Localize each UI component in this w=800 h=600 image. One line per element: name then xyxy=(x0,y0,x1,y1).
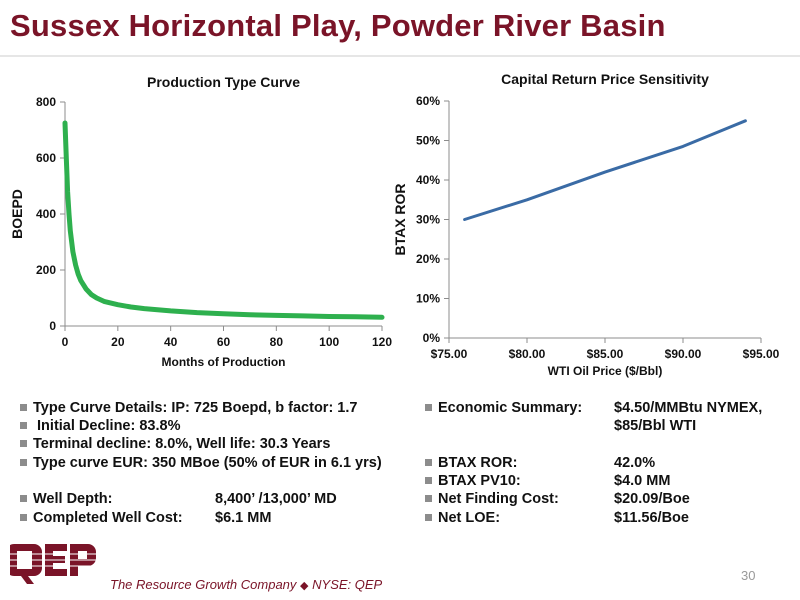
net-loe-label: Net LOE: xyxy=(438,510,501,526)
x-axis-label: Months of Production xyxy=(162,355,286,369)
series-line xyxy=(62,120,385,320)
company-tagline: The Resource Growth Company xyxy=(110,577,297,592)
bullet-square-icon xyxy=(20,459,27,466)
completed-well-cost-value: $6.1 MM xyxy=(215,510,272,526)
net-finding-cost: Net Finding Cost: xyxy=(425,491,559,507)
bullet-square-icon xyxy=(425,459,432,466)
y-tick-label: 20% xyxy=(416,252,440,266)
economic-summary-value-2: $85/Bbl WTI xyxy=(614,418,697,434)
net-finding-cost-value: $20.09/Boe xyxy=(614,491,690,507)
bullet-square-icon xyxy=(425,514,432,521)
btax-pv10-label: BTAX PV10: xyxy=(438,473,521,489)
y-tick-label: 800 xyxy=(36,95,56,109)
x-tick-label: $80.00 xyxy=(509,347,546,361)
chart-title: Production Type Curve xyxy=(147,74,300,90)
x-tick-label: $85.00 xyxy=(587,347,624,361)
x-tick-label: 0 xyxy=(62,335,69,349)
btax-pv10: BTAX PV10: xyxy=(425,473,521,489)
x-tick-label: $90.00 xyxy=(665,347,702,361)
x-tick-label: 20 xyxy=(111,335,125,349)
y-tick-label: 600 xyxy=(36,151,56,165)
x-tick-label: 100 xyxy=(319,335,339,349)
initial-decline: Initial Decline: 83.8% xyxy=(20,418,180,434)
completed-well-cost-label: Completed Well Cost: xyxy=(33,510,183,526)
bullet-square-icon xyxy=(20,495,27,502)
diamond-separator-icon: ◆ xyxy=(300,580,309,592)
btax-ror: BTAX ROR: xyxy=(425,455,517,471)
net-loe: Net LOE: xyxy=(425,510,500,526)
x-tick-label: $95.00 xyxy=(743,347,780,361)
chart-title: Capital Return Price Sensitivity xyxy=(501,71,709,87)
completed-well-cost: Completed Well Cost: xyxy=(20,510,183,526)
y-axis-label: BOEPD xyxy=(9,189,25,239)
type-curve-details: Type Curve Details: IP: 725 Boepd, b fac… xyxy=(20,400,357,416)
net-finding-cost-label: Net Finding Cost: xyxy=(438,491,559,507)
type-curve-eur: Type curve EUR: 350 MBoe (50% of EUR in … xyxy=(20,455,382,471)
x-axis-label: WTI Oil Price ($/Bbl) xyxy=(548,364,663,378)
footer-tagline: The Resource Growth Company ◆ NYSE: QEP xyxy=(110,577,382,592)
bullet-square-icon xyxy=(20,422,27,429)
y-axis-label: BTAX ROR xyxy=(392,183,408,255)
bullet-square-icon xyxy=(20,440,27,447)
btax-pv10-value: $4.0 MM xyxy=(614,473,671,489)
y-tick-label: 30% xyxy=(416,213,440,227)
economic-summary-value-1: $4.50/MMBtu NYMEX, xyxy=(614,400,763,416)
y-tick-label: 40% xyxy=(416,173,440,187)
qep-logo-icon xyxy=(10,544,105,584)
y-tick-label: 0% xyxy=(423,331,441,345)
terminal-decline: Terminal decline: 8.0%, Well life: 30.3 … xyxy=(20,436,330,452)
ticker-label: NYSE: QEP xyxy=(312,577,383,592)
net-loe-value: $11.56/Boe xyxy=(614,510,689,526)
economic-summary-label: Economic Summary: xyxy=(438,400,583,416)
y-tick-label: 50% xyxy=(416,134,440,148)
well-depth: Well Depth: xyxy=(20,491,112,507)
well-depth-value: 8,400’ /13,000’ MD xyxy=(215,491,337,507)
bullet-square-icon xyxy=(20,514,27,521)
btax-ror-value: 42.0% xyxy=(614,455,656,471)
x-tick-label: 60 xyxy=(217,335,231,349)
y-tick-label: 60% xyxy=(416,94,440,108)
well-depth-label: Well Depth: xyxy=(33,491,113,507)
page-number: 30 xyxy=(741,568,756,583)
bullet-square-icon xyxy=(20,404,27,411)
initial-decline-text: Initial Decline: 83.8% xyxy=(33,418,181,434)
btax-ror-label: BTAX ROR: xyxy=(438,455,518,471)
economic-summary: Economic Summary: xyxy=(425,400,582,416)
page-title: Sussex Horizontal Play, Powder River Bas… xyxy=(10,8,666,43)
y-tick-label: 200 xyxy=(36,263,56,277)
y-tick-label: 400 xyxy=(36,207,56,221)
y-tick-label: 10% xyxy=(416,292,440,306)
y-tick-label: 0 xyxy=(49,319,56,333)
x-tick-label: $75.00 xyxy=(431,347,468,361)
terminal-decline-text: Terminal decline: 8.0%, Well life: 30.3 … xyxy=(33,436,331,452)
bullet-square-icon xyxy=(425,404,432,411)
title-divider xyxy=(0,55,800,57)
x-tick-label: 80 xyxy=(270,335,284,349)
x-tick-label: 120 xyxy=(372,335,392,349)
x-tick-label: 40 xyxy=(164,335,178,349)
series-line xyxy=(463,119,747,221)
type-curve-details-text: Type Curve Details: IP: 725 Boepd, b fac… xyxy=(33,400,358,416)
bullet-square-icon xyxy=(425,477,432,484)
bullet-square-icon xyxy=(425,495,432,502)
type-curve-eur-text: Type curve EUR: 350 MBoe (50% of EUR in … xyxy=(33,455,382,471)
